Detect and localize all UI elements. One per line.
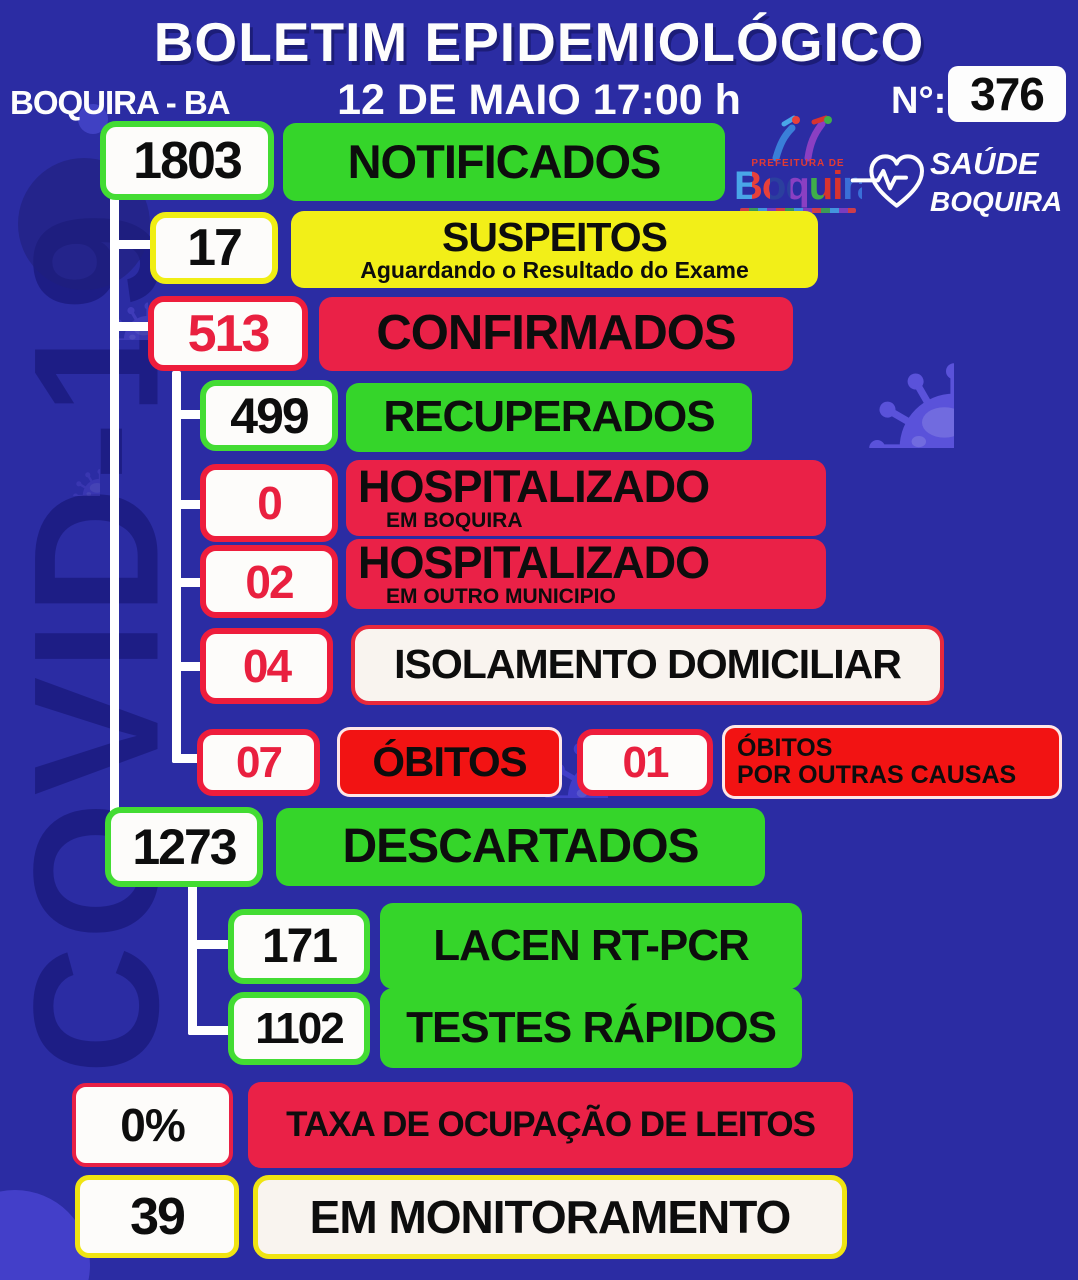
virus-icon [44, 440, 100, 496]
logo-city-name: Boquira [734, 164, 879, 208]
date-time-label: 12 DE MAIO 17:00 h [337, 76, 741, 124]
suspeitos-label-sub: Aguardando o Resultado do Exame [360, 256, 749, 283]
monitoramento-count: 39 [75, 1175, 239, 1258]
confirmados-count: 513 [148, 296, 308, 371]
virus-icon [778, 272, 954, 448]
saude-label-line1: SAÚDE [930, 146, 1039, 181]
isolamento-label: ISOLAMENTO DOMICILIAR [351, 625, 944, 705]
bulletin-number-label: N°: [891, 80, 947, 122]
connector-line [172, 578, 204, 587]
logo-figures-icon [772, 115, 832, 162]
connector-line [188, 940, 232, 949]
hospitalizado-boquira-label: HOSPITALIZADO EM BOQUIRA [346, 460, 826, 536]
saude-label-line2: BOQUIRA [930, 186, 1063, 217]
taxa-leitos-count: 0% [72, 1083, 233, 1167]
hospitalizado-outro-sub: EM OUTRO MUNICIPIO [386, 585, 616, 609]
obitos-label: ÓBITOS [337, 727, 562, 797]
boquira-logo: PREFEITURA DE Boquira [734, 115, 879, 220]
logo-prefeitura-text: PREFEITURA DE [742, 158, 854, 169]
obitos-outras-line1: ÓBITOS [737, 733, 833, 762]
page-title: BOLETIM EPIDEMIOLÓGICO [153, 11, 925, 73]
hospitalizado-outro-count: 02 [200, 545, 338, 618]
connector-line [172, 662, 204, 671]
connector-line [172, 410, 204, 419]
connector-line [188, 885, 197, 1035]
hospitalizado-outro-title: HOSPITALIZADO [358, 537, 710, 589]
taxa-leitos-label: TAXA DE OCUPAÇÃO DE LEITOS [248, 1082, 853, 1168]
descartados-label: DESCARTADOS [276, 808, 765, 886]
isolamento-count: 04 [200, 628, 333, 704]
testes-rapidos-label: TESTES RÁPIDOS [380, 988, 802, 1068]
obitos-count: 07 [197, 729, 320, 796]
connector-line [188, 1026, 232, 1035]
notificados-count: 1803 [100, 121, 274, 200]
descartados-count: 1273 [105, 807, 263, 887]
connector-line [110, 322, 152, 331]
recuperados-label: RECUPERADOS [346, 383, 752, 452]
recuperados-count: 499 [200, 380, 338, 451]
obitos-outras-line2: POR OUTRAS CAUSAS [737, 761, 1017, 789]
confirmados-label: CONFIRMADOS [319, 297, 793, 371]
hospitalizado-boquira-count: 0 [200, 464, 338, 542]
lacen-label: LACEN RT-PCR [380, 903, 802, 989]
monitoramento-label: EM MONITORAMENTO [253, 1175, 847, 1259]
location-label: BOQUIRA - BA [10, 84, 231, 121]
connector-line [172, 500, 204, 509]
connector-line [172, 754, 202, 763]
testes-rapidos-count: 1102 [228, 992, 370, 1065]
obitos-outras-count: 01 [577, 729, 713, 796]
lacen-count: 171 [228, 909, 370, 984]
connector-line [110, 240, 154, 249]
suspeitos-label: SUSPEITOS Aguardando o Resultado do Exam… [291, 211, 818, 288]
notificados-label: NOTIFICADOS [283, 123, 725, 201]
bulletin-number-badge: 376 [948, 66, 1066, 122]
connector-line [110, 198, 119, 818]
suspeitos-label-title: SUSPEITOS [442, 213, 668, 260]
heart-pulse-icon [850, 154, 924, 208]
suspeitos-count: 17 [150, 212, 278, 284]
hospitalizado-boquira-sub: EM BOQUIRA [386, 509, 523, 533]
obitos-outras-label: ÓBITOS POR OUTRAS CAUSAS [722, 725, 1062, 799]
logo-tagline-bar [740, 208, 856, 213]
virus-icon [860, 1150, 1078, 1280]
hospitalizado-outro-label: HOSPITALIZADO EM OUTRO MUNICIPIO [346, 539, 826, 609]
connector-line [172, 371, 181, 763]
hospitalizado-boquira-title: HOSPITALIZADO [358, 461, 710, 513]
